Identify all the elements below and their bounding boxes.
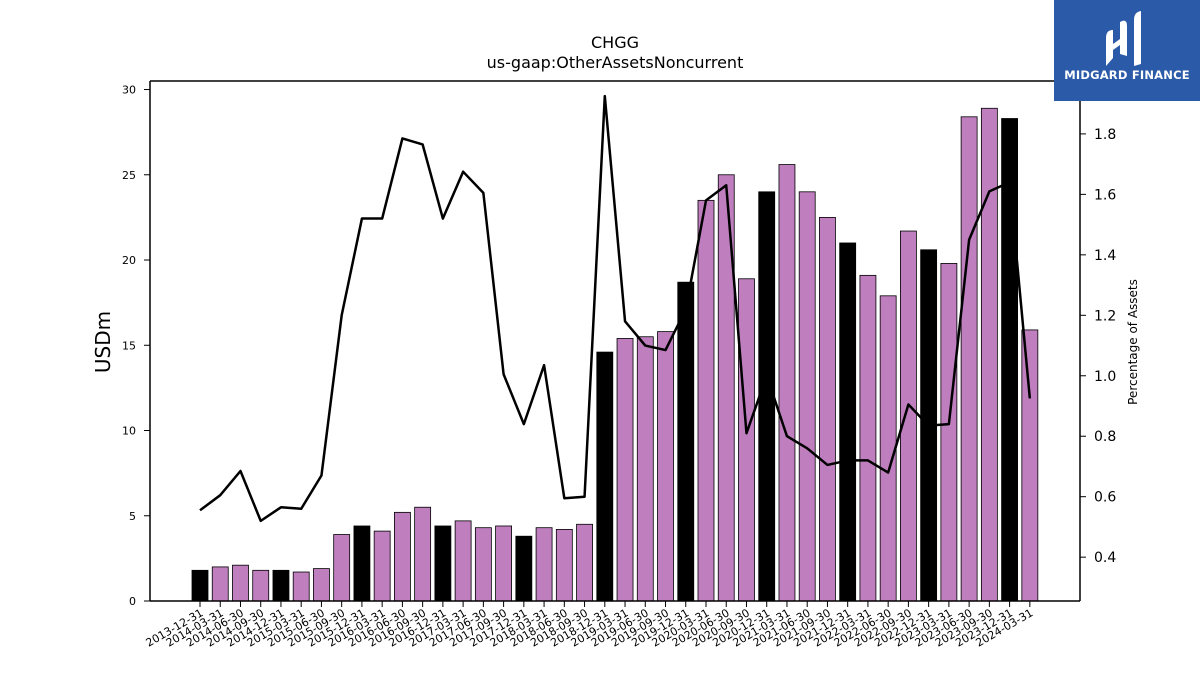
brand-name: MIDGARD FINANCE [1064,68,1190,82]
bar [333,534,351,602]
bar [738,278,755,602]
y-tick-label: 20 [122,254,136,267]
bar [697,199,715,602]
y2-tick-label: 1.2 [1094,308,1116,324]
y-tick-label: 5 [129,510,136,523]
plot-area: 0510152025300.40.60.81.01.21.41.61.82013… [122,80,1116,650]
y2-tick-label: 1.4 [1094,248,1116,264]
bar [474,527,492,602]
bar [636,336,654,602]
bar [576,523,593,602]
chart-subtitle: us-gaap:OtherAssetsNoncurrent [487,53,744,72]
bar [616,338,634,602]
bar [191,569,209,602]
y2-tick-label: 1.6 [1094,187,1116,203]
bar [819,216,836,602]
bar [515,535,533,602]
y2-tick-label: 1.8 [1094,127,1116,143]
bar [393,511,411,602]
bar [373,530,391,602]
bar [252,569,270,602]
y-tick-label: 10 [122,425,136,438]
chart-title: CHGG [591,33,639,52]
bar [839,242,857,602]
bar [596,351,614,602]
y-tick-label: 15 [122,339,136,352]
bar [798,191,816,602]
y2-tick-label: 0.4 [1094,550,1116,566]
bar [414,506,432,602]
y2-tick-label: 1.0 [1094,369,1116,385]
series-line [199,94,1032,523]
y-tick-label: 25 [122,169,136,182]
bar [292,571,310,602]
y-tick-label: 30 [122,84,136,97]
bar [232,564,249,602]
y2-tick-label: 0.8 [1094,429,1116,445]
bar [535,527,553,602]
bar [211,566,229,602]
y2-axis-label: Percentage of Assets [1126,279,1140,405]
bar [900,230,917,602]
y2-tick-label: 0.6 [1094,490,1116,506]
bar [1021,329,1039,602]
bar [353,525,371,602]
bar [940,263,958,602]
bar [859,274,877,602]
bar [677,281,695,602]
bar [454,520,472,602]
bar [495,525,513,602]
y-axis-label: USDm [91,311,115,373]
y-tick-label: 0 [129,595,136,608]
midgard-m-logo-icon [1106,11,1141,66]
bar [778,164,796,602]
bar [960,116,978,602]
bar [313,568,330,602]
bar [272,569,290,602]
bar [555,528,573,602]
bar [434,525,452,602]
bar [879,295,897,602]
bar [657,331,674,602]
bar [980,107,998,602]
